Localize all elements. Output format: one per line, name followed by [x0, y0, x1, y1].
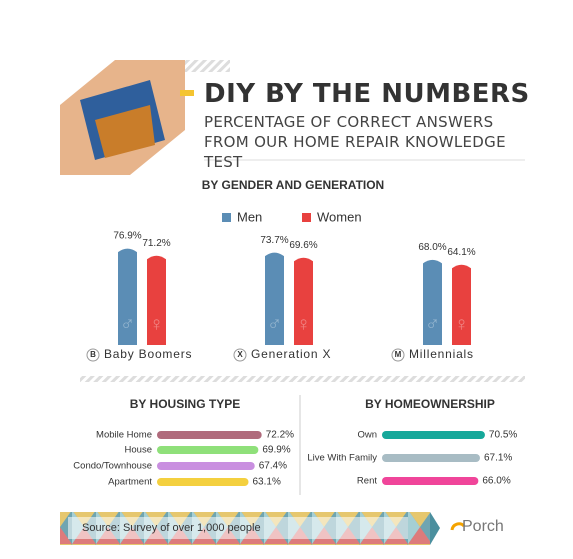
chart-title: BY HOUSING TYPE: [130, 397, 240, 411]
bar: [382, 477, 479, 485]
bar: [452, 264, 471, 345]
bar-icon: ♀: [454, 313, 469, 335]
category-icon: B: [90, 350, 96, 359]
source: Source: Survey of over 1,000 people: [82, 522, 261, 534]
bar: [294, 257, 313, 345]
chart-title: BY GENDER AND GENERATION: [202, 178, 384, 192]
y-tick-label: House: [125, 445, 152, 456]
value-label: 76.9%: [113, 231, 141, 242]
y-tick-label: Rent: [357, 476, 377, 487]
value-label: 64.1%: [447, 247, 475, 258]
category-icon-circle: [233, 348, 247, 362]
decoration: [430, 512, 440, 545]
bar: [157, 446, 259, 454]
value-label: 72.2%: [266, 430, 294, 441]
bar-icon: ♂: [120, 313, 135, 335]
legend-label: Women: [317, 209, 362, 224]
value-label: 73.7%: [260, 235, 288, 246]
y-tick-label: Own: [357, 430, 377, 441]
decoration: [180, 90, 194, 96]
value-label: 68.0%: [418, 242, 446, 253]
y-tick-label: Mobile Home: [96, 430, 152, 441]
x-tick-label: Generation X: [251, 347, 331, 361]
category-icon-circle: [86, 348, 100, 362]
bar-icon: ♀: [296, 313, 311, 335]
category-icon: M: [395, 350, 402, 359]
value-label: 67.1%: [484, 453, 512, 464]
legend-label: Men: [237, 209, 262, 224]
footer-band: [68, 517, 408, 539]
legend-swatch: [302, 213, 311, 222]
value-label: 71.2%: [142, 238, 170, 249]
y-tick-label: Live With Family: [307, 453, 377, 464]
value-label: 66.0%: [482, 476, 510, 487]
bar-icon: ♂: [425, 313, 440, 335]
value-label: 69.9%: [262, 445, 290, 456]
bar: [157, 462, 255, 470]
category-icon-circle: [391, 348, 405, 362]
photo-detail: [95, 105, 155, 158]
value-label: 70.5%: [489, 430, 517, 441]
y-tick-label: Apartment: [108, 477, 152, 488]
y-tick-label: Condo/Townhouse: [73, 461, 152, 472]
x-tick-label: Millennials: [409, 347, 474, 361]
value-label: 67.4%: [259, 461, 287, 472]
bar: [147, 255, 166, 345]
category-icon: X: [237, 350, 243, 359]
logo-icon: [450, 522, 466, 531]
bar: [118, 248, 137, 345]
bar: [382, 431, 485, 439]
bar: [157, 478, 249, 486]
bar: [157, 431, 262, 439]
subtitle: PERCENTAGE OF CORRECT ANSWERS FROM OUR H…: [204, 113, 506, 171]
chart-title: BY HOMEOWNERSHIP: [365, 397, 495, 411]
title: DIY BY THE NUMBERS: [204, 79, 530, 109]
brand: Porch: [462, 518, 504, 535]
value-label: 69.6%: [289, 240, 317, 251]
bar-icon: ♂: [267, 313, 282, 335]
bar-icon: ♀: [149, 313, 164, 335]
bar: [382, 454, 480, 462]
bar: [265, 252, 284, 345]
legend-swatch: [222, 213, 231, 222]
x-tick-label: Baby Boomers: [104, 347, 192, 361]
value-label: 63.1%: [252, 477, 280, 488]
divider: [80, 376, 525, 382]
bar: [423, 259, 442, 345]
